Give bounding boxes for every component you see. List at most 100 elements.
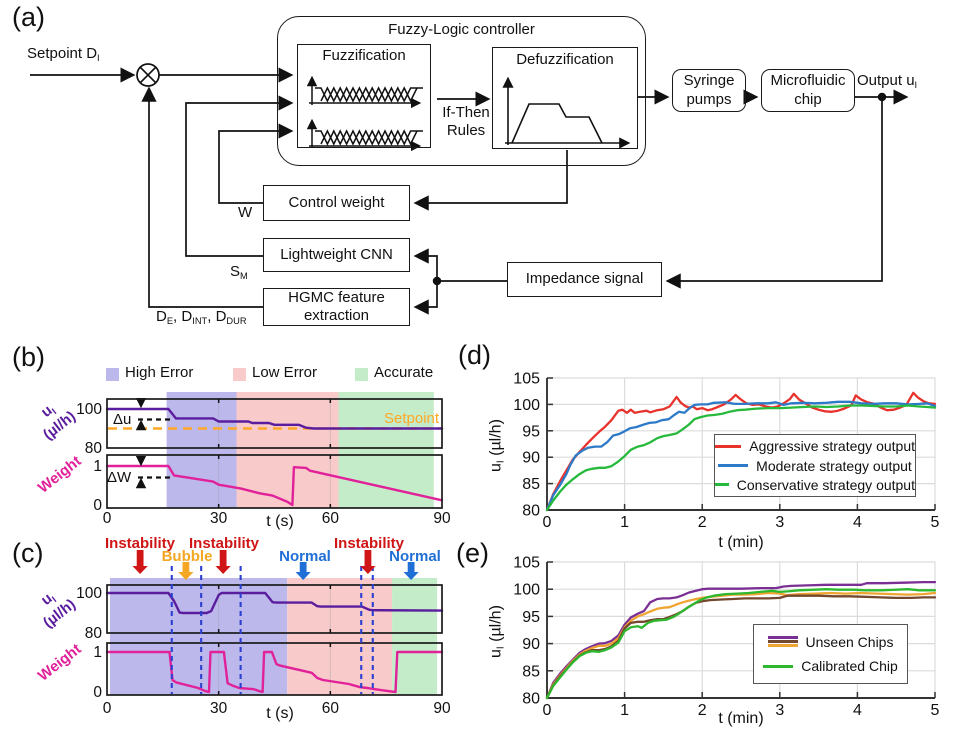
tick-label: 0 xyxy=(543,702,552,719)
legend-label-low-error: Low Error xyxy=(252,364,318,381)
tick-label: 1 xyxy=(93,644,102,661)
tick-label: 5 xyxy=(931,702,940,719)
sm-label: SM xyxy=(230,263,248,281)
tick-label: 0 xyxy=(543,514,552,531)
tick-label: 80 xyxy=(85,625,103,642)
tick-label: 90 xyxy=(522,636,540,653)
microfluidic-chip-box: Microfluidic chip xyxy=(761,69,855,112)
c-event-instability-3: Instability xyxy=(333,535,404,552)
tick-label: 100 xyxy=(76,401,102,418)
c-event-instability-2: Instability xyxy=(188,535,259,552)
fuzzification-box xyxy=(297,44,431,148)
defuzzification-box xyxy=(492,47,638,149)
if-then-rules-label: If-Then Rules xyxy=(442,104,490,139)
d-legend: Aggressive strategy output Moderate stra… xyxy=(714,434,916,497)
tick-label: 100 xyxy=(513,397,540,414)
tick-label: 100 xyxy=(513,582,540,599)
e-xaxis-label: t (min) xyxy=(718,710,764,727)
tick-label: 4 xyxy=(853,702,862,719)
tick-label: 80 xyxy=(522,691,540,708)
conservative-line-swatch xyxy=(715,483,729,487)
tick-label: 85 xyxy=(522,476,540,493)
panel-b-label: (b) xyxy=(12,342,45,372)
calibrated-line-swatch xyxy=(763,664,794,668)
c-event-bubble: Bubble xyxy=(161,548,213,565)
d-legend-row-conservative: Conservative strategy output xyxy=(715,477,915,493)
tick-label: 90 xyxy=(433,510,451,527)
tick-label: 1 xyxy=(93,458,102,475)
tick-label: 105 xyxy=(513,555,540,572)
tick-label: 100 xyxy=(76,585,102,602)
e-legend-row-calibrated: Calibrated Chip xyxy=(754,658,907,674)
branch-dot xyxy=(432,276,442,286)
defuzzification-label: Defuzzification xyxy=(516,51,614,68)
tick-label: 2 xyxy=(698,702,707,719)
panel-a-label: (a) xyxy=(12,2,45,32)
tick-label: 85 xyxy=(522,663,540,680)
legend-swatch-high-error xyxy=(106,368,119,381)
legend-label-accurate: Accurate xyxy=(374,364,434,381)
diagram-connector-arrows xyxy=(30,63,909,315)
tick-label: 30 xyxy=(210,510,228,527)
setpoint-label: Setpoint DI xyxy=(27,45,100,63)
hgmc-box: HGMC feature extraction xyxy=(263,288,410,326)
impedance-signal-box: Impedance signal xyxy=(507,262,662,297)
tick-label: 95 xyxy=(522,609,540,626)
tick-label: 105 xyxy=(513,371,540,388)
e-legend-row-unseen: Unseen Chips xyxy=(754,634,907,650)
legend-swatch-low-error xyxy=(233,368,246,381)
moderate-line-swatch xyxy=(718,464,749,467)
legend-label-high-error: High Error xyxy=(125,364,194,381)
lightweight-cnn-box: Lightweight CNN xyxy=(263,238,410,272)
tick-label: 0 xyxy=(93,684,102,701)
c-event-normal-1: Normal xyxy=(279,548,331,565)
fuzzification-label: Fuzzification xyxy=(322,47,406,64)
control-weight-box: Control weight xyxy=(263,185,410,221)
panel-e-label: (e) xyxy=(456,538,489,568)
tick-label: 60 xyxy=(322,510,340,527)
tick-label: 0 xyxy=(93,497,102,514)
d-xaxis-label: t (min) xyxy=(718,534,764,551)
e-legend: Unseen Chips Calibrated Chip xyxy=(753,624,908,684)
w-label: W xyxy=(238,204,253,221)
tick-label: 5 xyxy=(931,514,940,531)
legend-swatch-accurate xyxy=(355,368,368,381)
tick-label: 1 xyxy=(620,702,629,719)
b-delta-w-label: ΔW xyxy=(107,469,132,486)
b-xaxis-label: t (s) xyxy=(266,513,294,530)
aggressive-line-swatch xyxy=(715,444,742,448)
c-xaxis-label: t (s) xyxy=(266,705,294,722)
b-delta-u-label: Δu xyxy=(113,411,132,428)
membership-function-sketch-icon xyxy=(306,75,423,152)
tick-label: 30 xyxy=(210,700,228,717)
c-event-normal-2: Normal xyxy=(389,548,441,565)
tick-label: 4 xyxy=(853,514,862,531)
b-setpoint-label: Setpoint xyxy=(384,410,440,427)
tick-label: 80 xyxy=(85,440,103,457)
tick-label: 90 xyxy=(522,450,540,467)
defuzzification-sketch-icon xyxy=(502,76,631,149)
tick-label: 1 xyxy=(620,514,629,531)
tick-label: 3 xyxy=(775,514,784,531)
tick-label: 95 xyxy=(522,423,540,440)
d-legend-row-moderate: Moderate strategy output xyxy=(715,458,915,474)
panel-c-label: (c) xyxy=(12,538,44,568)
tick-label: 0 xyxy=(103,510,112,527)
tick-label: 80 xyxy=(522,503,540,520)
panel-d-label: (d) xyxy=(458,340,491,370)
tick-label: 2 xyxy=(698,514,707,531)
d-yaxis-label: uI (µl/h) xyxy=(487,419,507,472)
tick-label: 90 xyxy=(433,700,451,717)
fuzzy-controller-box xyxy=(277,16,646,166)
output-label: Output uI xyxy=(857,72,918,90)
fuzzy-controller-title: Fuzzy-Logic controller xyxy=(388,21,535,38)
branch-dot xyxy=(877,92,887,102)
syringe-pumps-box: Syringe pumps xyxy=(672,69,746,112)
tick-label: 0 xyxy=(103,700,112,717)
c-event-instability-1: Instability xyxy=(104,535,175,552)
unseen-lines-swatch xyxy=(767,636,798,648)
tick-label: 60 xyxy=(322,700,340,717)
